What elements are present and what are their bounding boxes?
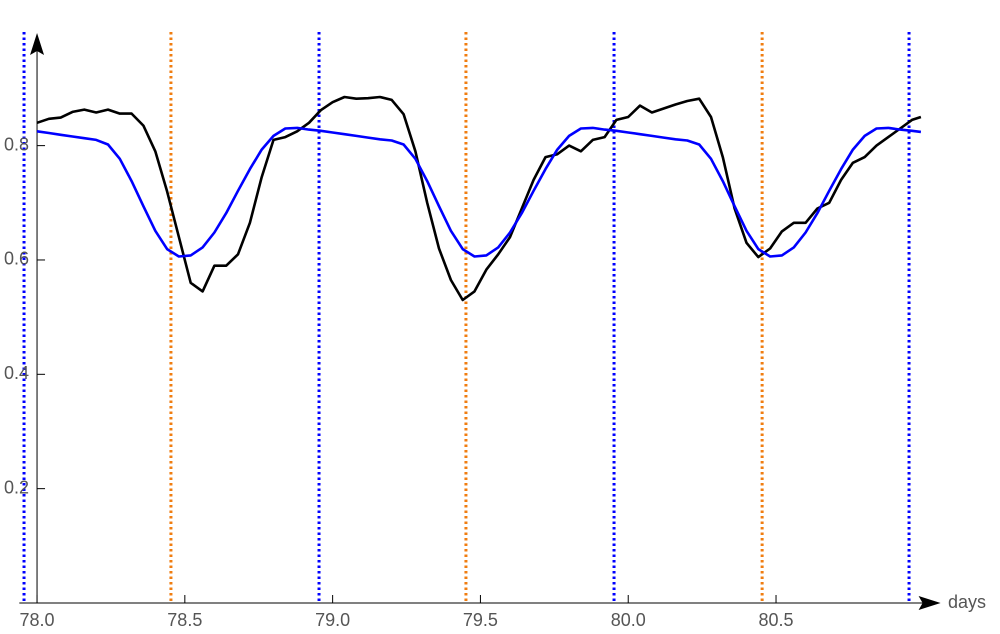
series-line	[36, 95, 922, 302]
x-tick-label: 80.5	[758, 610, 793, 630]
x-axis-label: days	[948, 592, 986, 612]
x-tick-label: 79.5	[463, 610, 498, 630]
y-tick-label: 0.2	[4, 477, 29, 497]
y-tick-label: 0.6	[4, 249, 29, 269]
x-tick-label: 80.0	[611, 610, 646, 630]
y-tick-label: 0.8	[4, 134, 29, 154]
x-tick-label: 79.0	[315, 610, 350, 630]
y-tick-label: 0.4	[4, 363, 29, 383]
series-line	[36, 126, 922, 258]
x-tick-label: 78.0	[20, 610, 55, 630]
x-tick-label: 78.5	[167, 610, 202, 630]
x-axis-arrow	[918, 596, 941, 610]
y-axis-arrow	[30, 33, 45, 55]
